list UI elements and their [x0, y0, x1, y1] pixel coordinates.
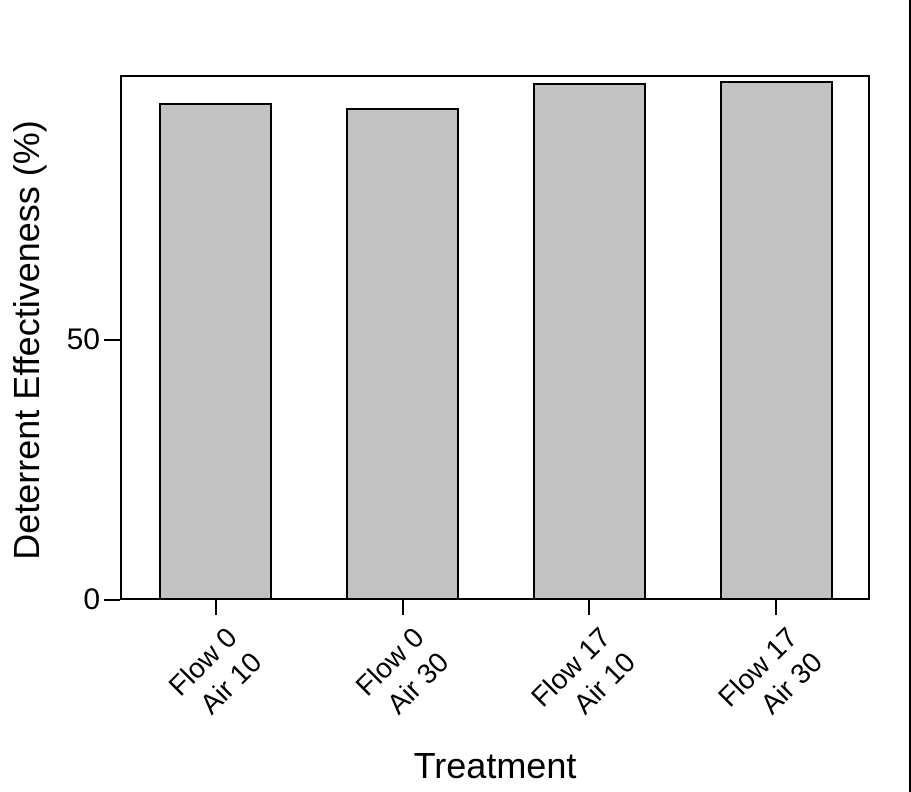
x-axis-title: Treatment [413, 745, 577, 786]
x-tick [588, 600, 590, 615]
bar-3 [532, 83, 646, 600]
window-right-edge [909, 0, 911, 792]
plot-area [120, 75, 870, 600]
x-tick [401, 600, 404, 615]
x-category-label: Flow 0 Air 10 [162, 621, 268, 720]
x-category-label: Flow 17 Air 10 [525, 621, 642, 720]
x-tick [775, 600, 777, 615]
bar-2 [346, 108, 459, 600]
bar-4 [719, 81, 833, 600]
x-category-label: Flow 17 Air 30 [712, 621, 829, 720]
y-tick-label: 50 [66, 323, 100, 357]
y-tick [104, 339, 120, 342]
x-tick [214, 600, 217, 615]
bar-1 [159, 103, 272, 600]
y-tick [104, 599, 120, 601]
y-tick-label: 0 [83, 583, 100, 616]
x-category-label: Flow 0 Air 30 [349, 621, 455, 720]
